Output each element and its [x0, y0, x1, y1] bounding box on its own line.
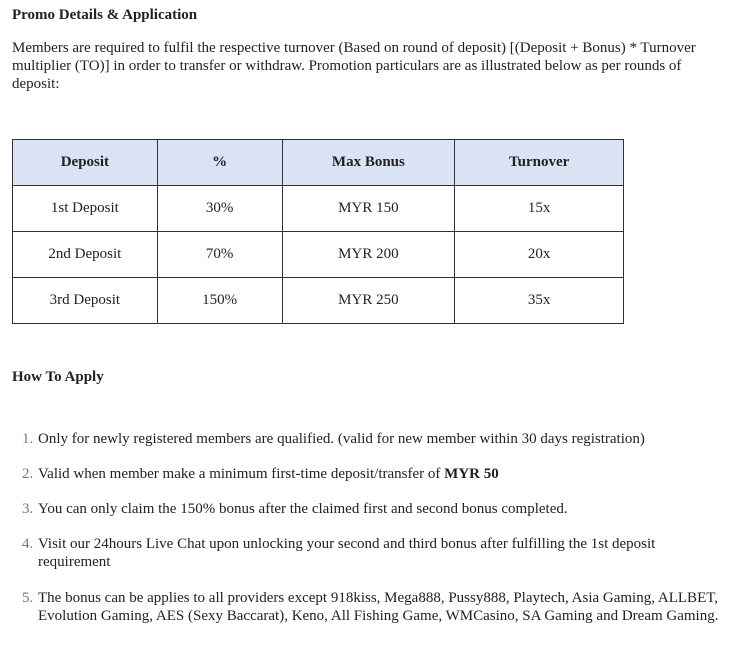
header-max-bonus: Max Bonus	[281, 139, 456, 186]
step-text: The bonus can be applies to all provider…	[38, 590, 719, 624]
step-text: Only for newly registered members are qu…	[38, 431, 645, 447]
promo-table: Deposit % Max Bonus Turnover 1st Deposit…	[12, 139, 624, 324]
page-title: Promo Details & Application	[12, 7, 198, 23]
intro-paragraph: Members are required to fulfil the respe…	[12, 40, 696, 92]
cell-percent: 30%	[156, 185, 283, 232]
cell-max-bonus: MYR 200	[281, 231, 456, 278]
step-text: Visit our 24hours Live Chat upon unlocki…	[38, 536, 656, 570]
cell-turnover: 15x	[454, 185, 624, 232]
table-row: 1st Deposit 30% MYR 150 15x	[12, 185, 624, 232]
step-amount: MYR 50	[444, 466, 499, 482]
cell-deposit: 3rd Deposit	[12, 277, 158, 324]
how-to-apply-heading: How To Apply	[12, 369, 104, 385]
step-number: 2.	[22, 466, 34, 482]
cell-max-bonus: MYR 150	[281, 185, 456, 232]
step-text: Valid when member make a minimum first-t…	[38, 466, 445, 482]
cell-max-bonus: MYR 250	[281, 277, 456, 324]
step-number: 5.	[22, 590, 34, 606]
cell-percent: 70%	[156, 231, 283, 278]
header-deposit: Deposit	[12, 139, 158, 186]
steps-list: 1. Only for newly registered members are …	[0, 430, 733, 625]
list-item: 2. Valid when member make a minimum first…	[0, 465, 728, 483]
table-header-row: Deposit % Max Bonus Turnover	[12, 139, 624, 186]
step-text: You can only claim the 150% bonus after …	[38, 501, 568, 517]
cell-turnover: 20x	[454, 231, 624, 278]
list-item: 1. Only for newly registered members are …	[0, 430, 728, 448]
list-item: 5. The bonus can be applies to all provid…	[0, 589, 728, 625]
step-number: 1.	[22, 431, 34, 447]
header-percent: %	[156, 139, 283, 186]
table-row: 3rd Deposit 150% MYR 250 35x	[12, 277, 624, 324]
list-item: 3. You can only claim the 150% bonus afte…	[0, 500, 728, 518]
cell-deposit: 2nd Deposit	[12, 231, 158, 278]
header-turnover: Turnover	[454, 139, 624, 186]
step-number: 4.	[22, 536, 34, 552]
cell-percent: 150%	[156, 277, 283, 324]
table-row: 2nd Deposit 70% MYR 200 20x	[12, 231, 624, 278]
cell-turnover: 35x	[454, 277, 624, 324]
cell-deposit: 1st Deposit	[12, 185, 158, 232]
list-item: 4. Visit our 24hours Live Chat upon unloc…	[0, 535, 728, 571]
step-number: 3.	[22, 501, 34, 517]
